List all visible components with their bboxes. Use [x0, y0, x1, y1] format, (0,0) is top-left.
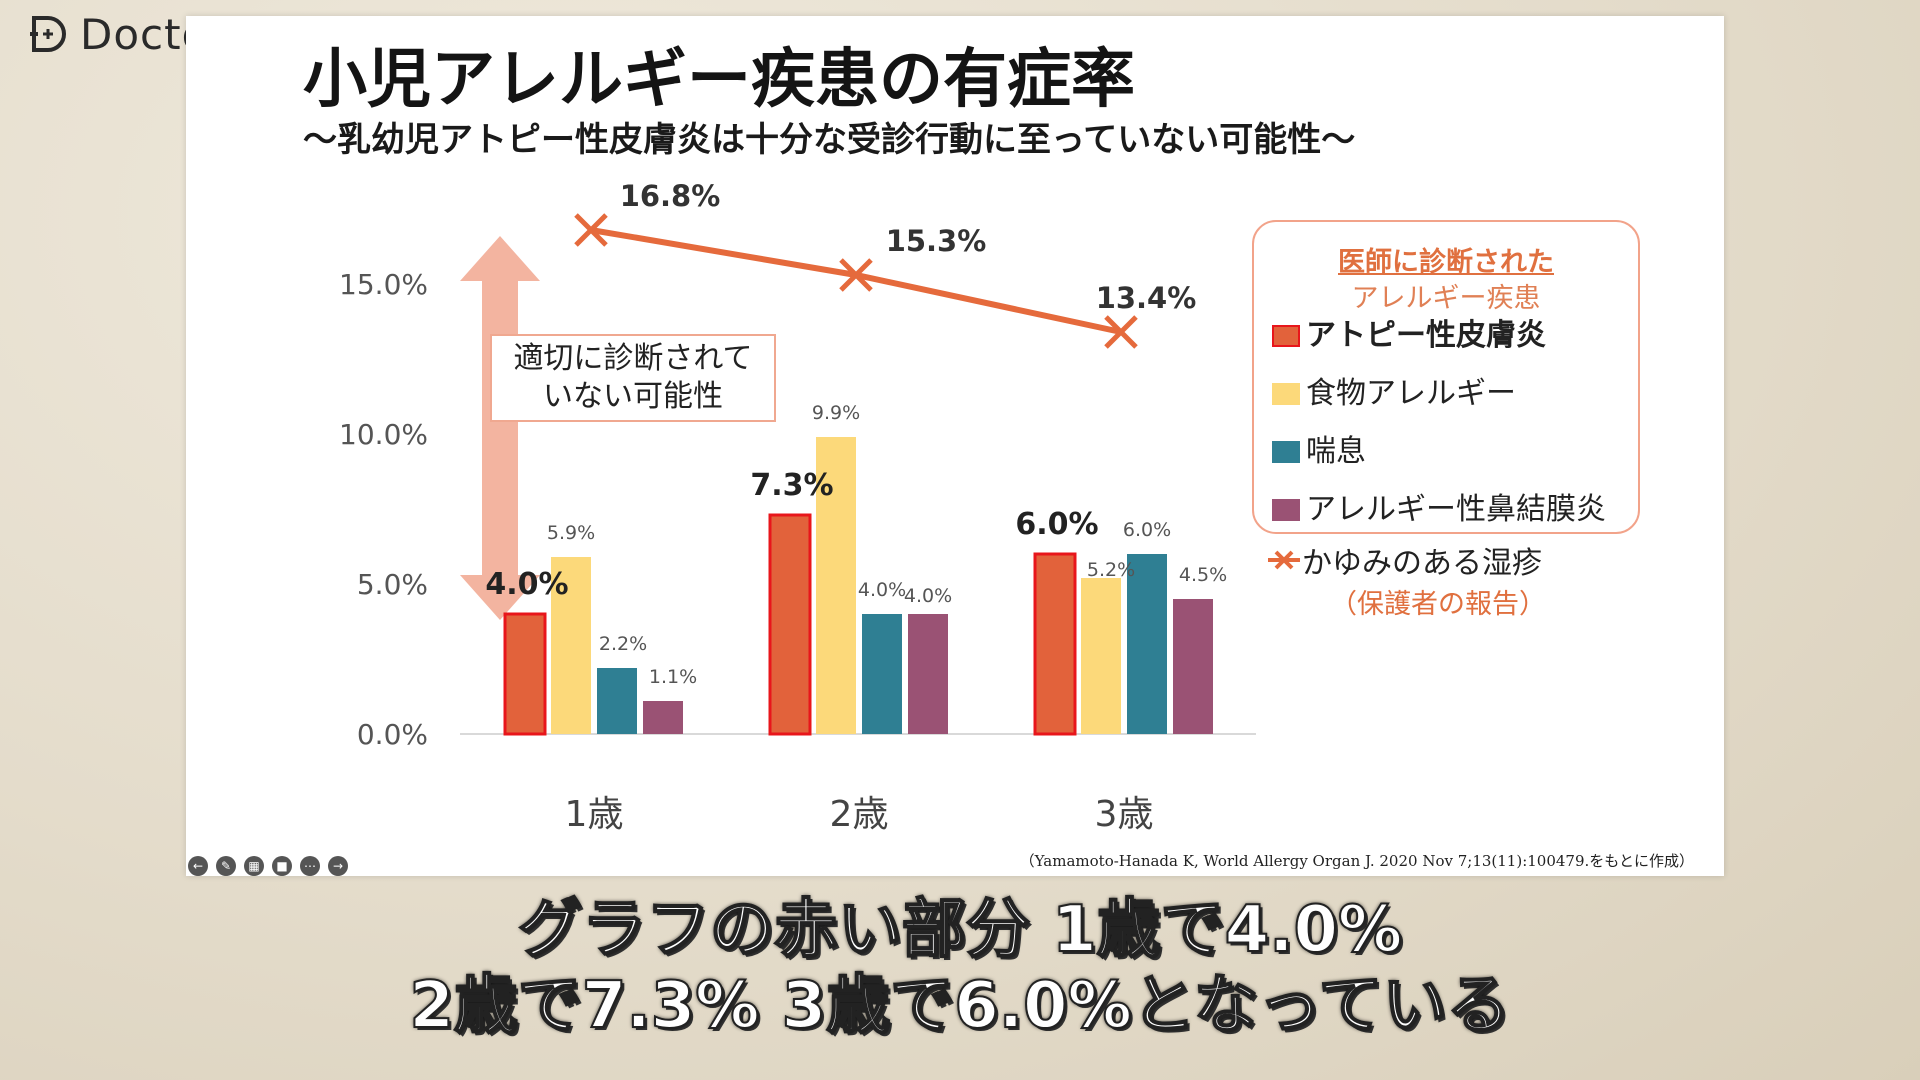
x-category-label: 2歳 — [830, 794, 889, 835]
legend-swatch-food — [1272, 383, 1300, 405]
bar-atopy-3 — [1033, 552, 1077, 736]
citation: （Yamamoto-Hanada K, World Allergy Organ … — [1019, 852, 1694, 870]
bar-asthma-2 — [862, 614, 902, 734]
legend-item-eczema: かゆみのある湿疹 — [1266, 538, 1542, 582]
line-point-marker — [839, 258, 873, 292]
slide: 小児アレルギー疾患の有症率 〜乳幼児アトピー性皮膚炎は十分な受診行動に至っていな… — [186, 16, 1724, 876]
bar-atopy-2 — [768, 513, 812, 736]
double-arrow — [460, 236, 540, 620]
line-series-eczema — [590, 227, 1122, 335]
bar-data-label: 5.9% — [547, 522, 595, 544]
bar-rhinitis-2 — [908, 614, 948, 734]
legend-heading: 医師に診断された — [1338, 247, 1554, 278]
caption-line-1: グラフの赤い部分 1歳で4.0% — [517, 892, 1403, 968]
legend-label-rhinitis: アレルギー性鼻結膜炎 — [1306, 492, 1606, 527]
y-tick-label: 10.0% — [339, 418, 428, 451]
legend-item-rhinitis: アレルギー性鼻結膜炎 — [1272, 484, 1606, 528]
bar-rhinitis-1 — [643, 701, 683, 734]
bar-data-label: 7.3% — [750, 468, 833, 503]
bar-rhinitis-3 — [1173, 599, 1213, 734]
bar-food-2 — [816, 437, 856, 734]
legend-item-atopy: アトピー性皮膚炎 — [1272, 310, 1546, 354]
bar-data-label: 5.2% — [1087, 559, 1135, 581]
legend-label-atopy: アトピー性皮膚炎 — [1306, 318, 1546, 353]
prev-arrow-icon[interactable]: ← — [188, 856, 208, 876]
next-arrow-icon[interactable]: → — [328, 856, 348, 876]
callout-line-2: いない可能性 — [543, 379, 723, 414]
callout-box: 適切に診断されて いない可能性 — [490, 334, 776, 422]
legend-swatch-rhinitis — [1272, 499, 1300, 521]
line-data-label: 15.3% — [886, 224, 987, 258]
legend-label-eczema: かゆみのある湿疹 — [1302, 546, 1542, 581]
legend-label-asthma: 喘息 — [1306, 434, 1366, 469]
slide-title: 小児アレルギー疾患の有症率 — [303, 43, 1135, 117]
bar-data-label: 9.9% — [812, 402, 860, 424]
legend-cross-line-icon — [1268, 550, 1300, 570]
bar-data-label: 4.0% — [904, 585, 952, 607]
x-category-label: 1歳 — [565, 794, 624, 835]
y-tick-label: 15.0% — [339, 268, 428, 301]
bar-data-label: 6.0% — [1123, 519, 1171, 541]
camera-off-icon[interactable]: ■ — [272, 856, 292, 876]
pen-icon[interactable]: ✎ — [216, 856, 236, 876]
slide-subtitle: 〜乳幼児アトピー性皮膚炎は十分な受診行動に至っていない可能性〜 — [303, 120, 1356, 160]
bar-data-label: 4.0% — [485, 567, 568, 602]
doctorbook-logo-icon — [30, 16, 66, 52]
line-data-label: 16.8% — [620, 179, 721, 213]
bar-line-chart: 0.0% 5.0% 10.0% 15.0% 4.0% 7.3% 6.0% 5.9% 9.9% 5.… — [339, 179, 1256, 835]
x-category-label: 3歳 — [1095, 794, 1154, 835]
bar-food-1 — [551, 557, 591, 734]
legend-box: 医師に診断された アレルギー疾患 アトピー性皮膚炎 食物アレルギー 喘息 アレル… — [1252, 220, 1640, 534]
bar-data-label: 4.5% — [1179, 564, 1227, 586]
y-tick-label: 0.0% — [357, 718, 428, 751]
slide-controls: ← ✎ ▦ ■ ⋯ → — [188, 856, 348, 876]
legend-heading-sub: アレルギー疾患 — [1351, 283, 1541, 314]
bar-asthma-1 — [597, 668, 637, 734]
line-point-marker — [574, 213, 608, 247]
y-tick-label: 5.0% — [357, 568, 428, 601]
bar-data-label: 6.0% — [1015, 507, 1098, 542]
captions-icon[interactable]: ▦ — [244, 856, 264, 876]
legend-label-food: 食物アレルギー — [1306, 376, 1516, 411]
bar-data-label: 2.2% — [599, 633, 647, 655]
legend-swatch-asthma — [1272, 441, 1300, 463]
line-point-marker — [1104, 315, 1138, 349]
bar-food-3 — [1081, 578, 1121, 734]
bar-atopy-1 — [503, 612, 547, 736]
caption-line-2: 2歳で7.3% 3歳で6.0%となっている — [408, 968, 1511, 1044]
legend-item-asthma: 喘息 — [1272, 426, 1366, 470]
more-icon[interactable]: ⋯ — [300, 856, 320, 876]
line-data-label: 13.4% — [1096, 281, 1197, 315]
bar-asthma-3 — [1127, 554, 1167, 734]
legend-swatch-atopy — [1272, 325, 1300, 347]
legend-item-food: 食物アレルギー — [1272, 368, 1516, 412]
legend-eczema-note: （保護者の報告） — [1330, 589, 1546, 620]
callout-line-1: 適切に診断されて — [513, 341, 753, 376]
bar-data-label: 4.0% — [858, 579, 906, 601]
bar-data-label: 1.1% — [649, 666, 697, 688]
